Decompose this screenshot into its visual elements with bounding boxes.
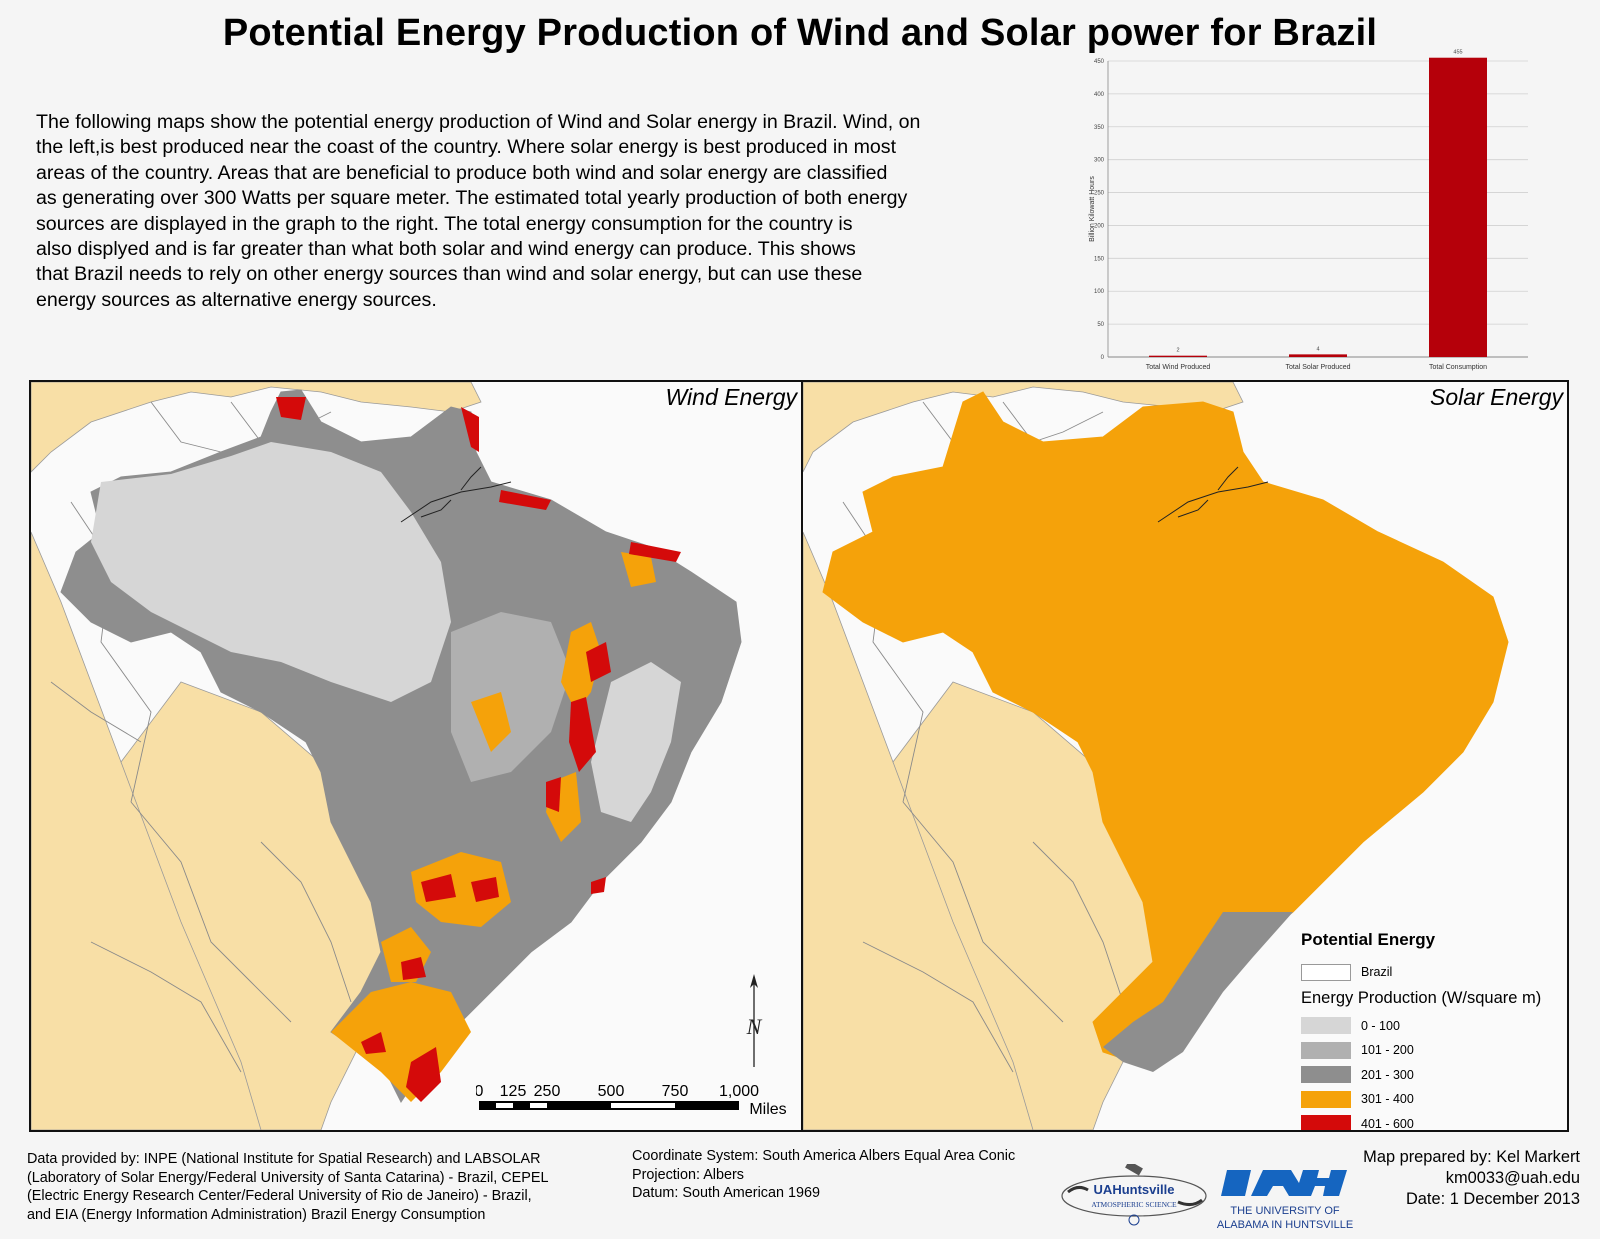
chart-y-tick-label: 450 (1094, 59, 1105, 65)
north-arrow: N (734, 972, 774, 1072)
legend-item: 101 - 200 (1301, 1038, 1567, 1063)
amazon-rivers (1157, 466, 1269, 523)
uah-university-logo: THE UNIVERSITY OF ALABAMA IN HUNTSVILLE (1207, 1164, 1363, 1234)
chart-y-tick-label: 150 (1094, 256, 1105, 262)
legend-label: 401 - 600 (1361, 1116, 1414, 1130)
description-line: The following maps show the potential en… (36, 111, 921, 133)
description-line: as generating over 300 Watts per square … (36, 187, 908, 210)
south-america-land (31, 382, 482, 473)
description-line: that Brazil needs to rely on other energ… (36, 263, 863, 286)
legend-swatch (1301, 1041, 1351, 1059)
wind-mid-area (451, 612, 571, 782)
legend-swatch (1301, 963, 1351, 981)
scale-tick-label: 125 (500, 1083, 527, 1100)
map-date: Date: 1 December 2013 (1405, 1190, 1580, 1208)
scale-tick-label: 0 (476, 1083, 484, 1100)
coordinate-info: Coordinate System: South America Albers … (632, 1147, 1015, 1203)
wind-low-area (591, 662, 681, 822)
legend-swatch (1301, 1090, 1351, 1108)
chart-y-tick-label: 350 (1094, 125, 1105, 131)
map-frame: Wind Energy N 0 125 250 500 750 1,000 Mi… (29, 380, 1569, 1132)
wind-map-title: Wind Energy (665, 384, 797, 410)
legend-swatch (1301, 1017, 1351, 1035)
logo-text: ALABAMA IN HUNTSVILLE (1217, 1219, 1353, 1231)
logo-text: THE UNIVERSITY OF (1230, 1205, 1339, 1217)
legend-subtitle: Energy Production (W/square m) (1301, 988, 1542, 1007)
logo-subtext: ATMOSPHERIC SCIENCE (1091, 1200, 1177, 1209)
chart-y-tick-label: 300 (1094, 158, 1105, 164)
legend-item-brazil: Brazil (1301, 960, 1567, 985)
solar-energy-map: Solar Energy Potential Energy Brazil Ene… (803, 382, 1567, 1130)
map-author-info: Map prepared by: Kel Markert km0033@uah.… (1363, 1147, 1580, 1210)
logo-text: UAHuntsville (1094, 1182, 1175, 1197)
legend-label: 301 - 400 (1361, 1092, 1414, 1107)
map-title: Potential Energy Production of Wind and … (222, 12, 1378, 54)
credit-line: (Electric Energy Research Center/Federal… (27, 1188, 532, 1204)
credit-line: Data provided by: INPE (National Institu… (27, 1151, 541, 1167)
credit-line: (Laboratory of Solar Energy/Federal Univ… (27, 1169, 549, 1186)
description-line: the left,is best produced near the coast… (36, 136, 897, 159)
scale-tick-label: 1,000 (719, 1083, 759, 1100)
description: The following maps show the potential en… (36, 110, 1056, 313)
south-america-land (803, 382, 1244, 473)
energy-bar-chart: 0 50 100 150 200 250 300 350 400 450 Billion Kilow… (1086, 48, 1600, 380)
energy-bar-chart-svg: 0 50 100 150 200 250 300 350 400 450 Billion Kilow… (1089, 50, 1528, 371)
scale-tick-label: 750 (662, 1083, 689, 1100)
scale-tick-label: 500 (598, 1083, 625, 1100)
description-line: sources are displayed in the graph to th… (36, 212, 853, 235)
description-line: areas of the country. Areas that are ben… (36, 161, 888, 184)
chart-y-tick-label: 200 (1094, 223, 1105, 229)
chart-x-tick-label: Total Wind Produced (1146, 364, 1211, 371)
chart-y-tick-label: 50 (1097, 322, 1104, 328)
chart-data-label: 2 (1176, 348, 1179, 354)
chart-data-label: 4 (1316, 346, 1319, 352)
chart-y-tick-label: 100 (1094, 289, 1105, 295)
wind-very-high-areas (276, 397, 681, 1102)
north-label: N (746, 1014, 763, 1039)
scale-bar: 0 125 250 500 750 1,000 Miles (476, 1082, 796, 1126)
solar-map-svg (803, 382, 1567, 1130)
chart-y-axis-label: Billion Kilowatt Hours (1089, 176, 1096, 242)
legend-item: 201 - 300 (1301, 1063, 1567, 1088)
coord-line: Datum: South American 1969 (632, 1185, 820, 1201)
legend-item: 301 - 400 (1301, 1087, 1567, 1112)
prepared-by: Map prepared by: Kel Markert (1363, 1148, 1580, 1166)
coord-line: Projection: Albers (632, 1166, 744, 1183)
chart-y-tick-label: 250 (1094, 191, 1105, 197)
chart-x-tick-label: Total Consumption (1429, 364, 1487, 371)
data-credits: Data provided by: INPE (National Institu… (27, 1150, 549, 1224)
legend-label: 201 - 300 (1361, 1067, 1414, 1082)
brazil-solar-mid (1103, 912, 1293, 1072)
legend-swatch (1301, 1115, 1351, 1130)
description-line: also displyed and is far greater than wh… (36, 238, 856, 261)
legend-swatch (1301, 1066, 1351, 1084)
legend-label: Brazil (1361, 965, 1393, 980)
legend-item: 0 - 100 (1301, 1014, 1567, 1039)
chart-data-label: 455 (1453, 50, 1462, 56)
legend: Potential Energy Brazil Energy Productio… (1301, 930, 1567, 1130)
credit-line: and EIA (Energy Information Administrati… (27, 1206, 486, 1223)
legend-label: 0 - 100 (1361, 1018, 1400, 1033)
solar-map-title: Solar Energy (1430, 384, 1563, 410)
uah-atmospheric-science-logo: UAHuntsville ATMOSPHERIC SCIENCE (1058, 1160, 1210, 1230)
chart-bar (1289, 354, 1347, 357)
description-line: energy sources as alternative energy sou… (36, 288, 437, 311)
scale-tick-label: 250 (534, 1083, 561, 1100)
legend-label: 101 - 200 (1361, 1043, 1414, 1058)
amazon-rivers (400, 466, 512, 523)
wind-map-svg (31, 382, 801, 1130)
scale-unit: Miles (749, 1101, 786, 1118)
coord-line: Coordinate System: South America Albers … (632, 1148, 1016, 1164)
chart-bar (1149, 355, 1207, 357)
country-borders (50, 401, 352, 1073)
legend-item: 401 - 600 (1301, 1112, 1567, 1130)
chart-y-tick-label: 0 (1101, 355, 1105, 361)
wind-low-area (91, 442, 451, 702)
chart-y-tick-label: 400 (1094, 92, 1105, 98)
wind-energy-map: Wind Energy N 0 125 250 500 750 1,000 Mi… (31, 382, 803, 1130)
author-email: km0033@uah.edu (1445, 1169, 1580, 1187)
chart-x-tick-label: Total Solar Produced (1286, 364, 1351, 371)
chart-bar (1429, 57, 1487, 357)
legend-title: Potential Energy (1301, 930, 1436, 949)
